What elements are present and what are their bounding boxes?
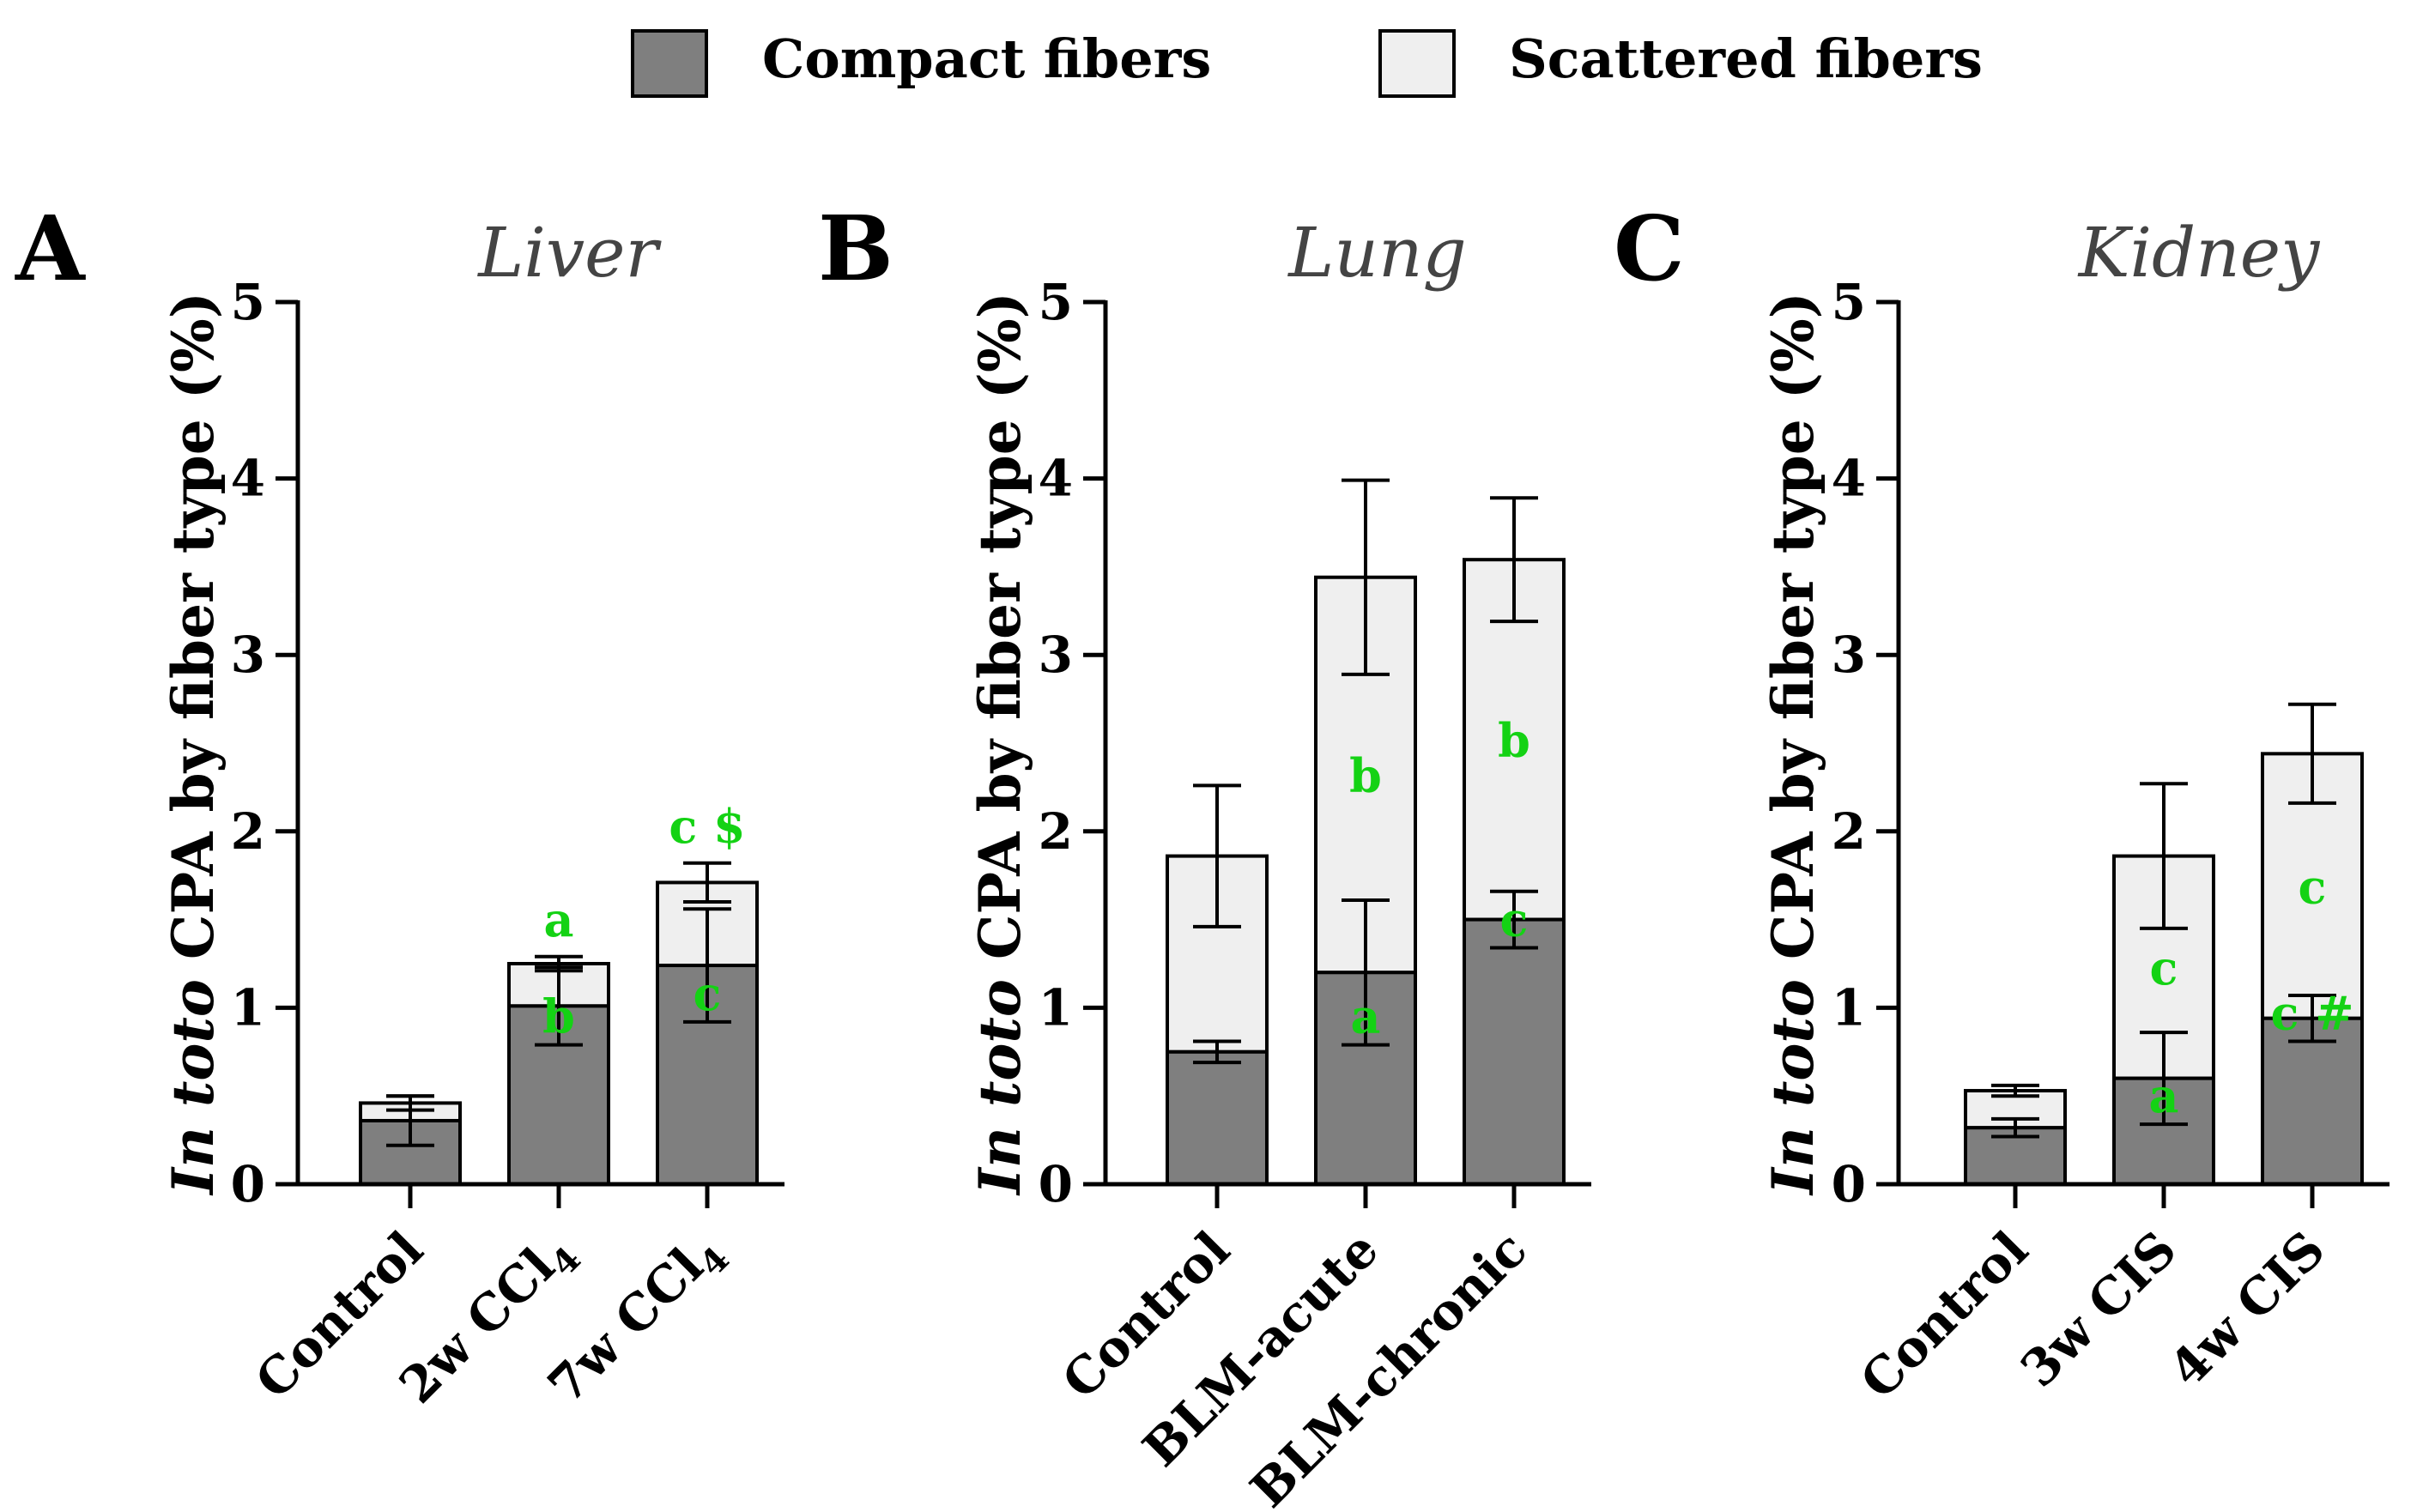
stat-label-scattered: c $ — [669, 799, 745, 854]
bar-compact — [2261, 1016, 2364, 1186]
bar-compact — [1463, 917, 1566, 1186]
x-tick-label: 4w CIS — [2158, 1220, 2336, 1399]
x-tick-label: 3w CIS — [2009, 1220, 2188, 1399]
legend-scattered-swatch — [1378, 29, 1456, 98]
bar-scattered — [2261, 752, 2364, 1020]
y-tick-label: 0 — [231, 1155, 265, 1213]
y-tick-label: 2 — [1039, 802, 1073, 861]
y-tick-label: 1 — [231, 978, 265, 1037]
y-axis-label: In toto CPA by fiber type (%) — [966, 292, 1033, 1196]
y-tick-label: 0 — [1039, 1155, 1073, 1213]
stat-label-compact: c — [694, 966, 722, 1021]
x-tick-label-text: Control — [1850, 1220, 2039, 1410]
y-tick-label: 1 — [1039, 978, 1073, 1037]
legend-scattered-label: Scattered fibers — [1509, 27, 1983, 90]
stat-label-compact: c # — [2271, 985, 2354, 1040]
stat-label-scattered: a — [544, 892, 574, 947]
y-axis-label-rest: CPA by fiber type (%) — [966, 292, 1033, 979]
y-tick-label: 4 — [231, 450, 265, 508]
panel-letter: B — [818, 196, 893, 301]
x-tick-label: Control — [1850, 1220, 2039, 1410]
legend: Compact fibers Scattered fibers — [631, 27, 1983, 98]
stat-label-compact: b — [542, 989, 575, 1044]
y-axis-label-italic: In toto — [966, 979, 1033, 1196]
y-axis-label-italic: In toto — [1760, 979, 1826, 1196]
panel-title: Lung — [1287, 213, 1466, 293]
y-tick-label: 2 — [231, 802, 265, 861]
panel-letter: C — [1614, 196, 1685, 301]
stat-label-scattered: c — [2150, 940, 2178, 995]
y-tick-label: 3 — [1039, 626, 1073, 684]
legend-compact-swatch — [631, 29, 708, 98]
y-tick-label: 4 — [1039, 450, 1073, 508]
x-tick-label-text: 4w CIS — [2158, 1220, 2336, 1399]
y-tick-label: 1 — [1832, 978, 1866, 1037]
y-tick-label: 5 — [231, 273, 265, 331]
y-tick-label: 0 — [1832, 1155, 1866, 1213]
y-tick-label: 5 — [1039, 273, 1073, 331]
stat-label-compact: a — [1351, 989, 1381, 1044]
y-axis-label-rest: CPA by fiber type (%) — [1760, 292, 1826, 979]
y-axis-label-rest: CPA by fiber type (%) — [160, 292, 227, 979]
bar-compact — [1166, 1049, 1269, 1187]
y-axis-label: In toto CPA by fiber type (%) — [1760, 292, 1826, 1196]
y-tick-label: 3 — [231, 626, 265, 684]
stat-label-compact: c — [1500, 892, 1529, 947]
y-axis-label: In toto CPA by fiber type (%) — [160, 292, 227, 1196]
panel-title: Kidney — [2077, 213, 2321, 293]
x-tick-label-text: 3w CIS — [2009, 1220, 2188, 1399]
stat-label-scattered: b — [1349, 748, 1382, 803]
stat-label-scattered: b — [1498, 713, 1530, 768]
stat-label-scattered: c — [2299, 860, 2327, 915]
panel-title: Liver — [476, 213, 662, 293]
y-tick-label: 3 — [1832, 626, 1866, 684]
y-tick-label: 5 — [1832, 273, 1866, 331]
y-tick-label: 2 — [1832, 802, 1866, 861]
stat-label-compact: a — [2149, 1068, 2179, 1123]
y-axis-label-italic: In toto — [160, 979, 227, 1196]
panel-letter: A — [15, 196, 86, 301]
legend-compact-label: Compact fibers — [762, 27, 1211, 90]
y-tick-label: 4 — [1832, 450, 1866, 508]
